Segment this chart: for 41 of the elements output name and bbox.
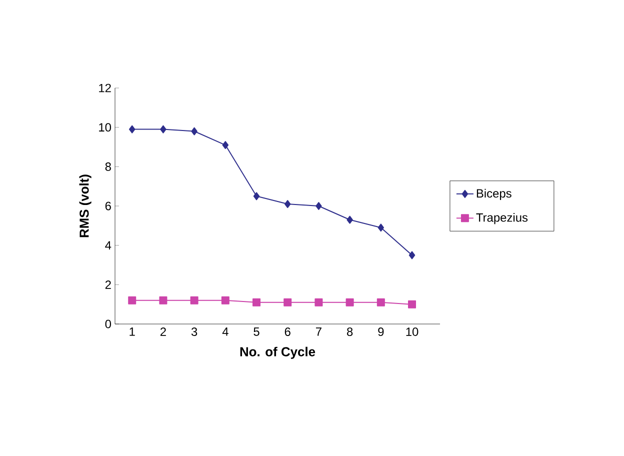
point xyxy=(252,298,261,306)
point xyxy=(284,298,292,306)
x-tick-label: 7 xyxy=(316,328,322,336)
point xyxy=(221,296,230,304)
y-tick-label: 4 xyxy=(105,241,112,250)
point xyxy=(316,202,322,210)
point xyxy=(128,296,136,304)
point xyxy=(346,298,354,306)
x-tick-label: 10 xyxy=(406,328,418,336)
point xyxy=(284,200,291,208)
x-axis-title: No. of Cycle xyxy=(240,346,316,359)
point xyxy=(376,298,385,306)
x-tick-label: 6 xyxy=(284,328,290,336)
legend-label: Trapezius xyxy=(476,212,528,224)
y-tick-label: 10 xyxy=(99,123,112,132)
y-tick-label: 8 xyxy=(105,162,111,171)
point xyxy=(160,125,166,134)
x-tick-label: 1 xyxy=(130,328,135,336)
point xyxy=(346,216,353,224)
x-tick-label: 4 xyxy=(222,328,228,336)
point xyxy=(314,298,323,306)
y-tick-label: 2 xyxy=(105,280,111,289)
x-tick-label: 5 xyxy=(254,328,260,336)
point xyxy=(253,192,260,200)
y-tick-label: 6 xyxy=(105,202,111,210)
y-axis-title: RMS (volt) xyxy=(79,174,92,238)
x-tick-label: 9 xyxy=(378,328,384,336)
point xyxy=(222,141,229,150)
x-tick-label: 3 xyxy=(191,328,198,336)
point xyxy=(159,296,168,304)
x-tick-label: 2 xyxy=(160,328,166,336)
y-tick-label: 12 xyxy=(99,84,111,92)
point xyxy=(378,224,384,232)
point xyxy=(190,296,198,304)
point xyxy=(128,125,136,134)
legend-label: Biceps xyxy=(476,188,512,200)
y-tick-label: 0 xyxy=(105,320,112,328)
point xyxy=(191,127,198,136)
x-tick-label: 8 xyxy=(347,328,353,336)
point xyxy=(408,251,416,260)
point xyxy=(408,300,416,308)
